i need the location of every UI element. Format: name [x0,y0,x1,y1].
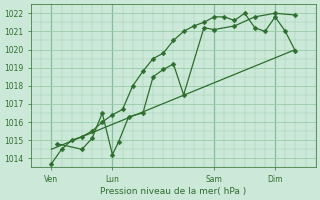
X-axis label: Pression niveau de la mer( hPa ): Pression niveau de la mer( hPa ) [100,187,247,196]
